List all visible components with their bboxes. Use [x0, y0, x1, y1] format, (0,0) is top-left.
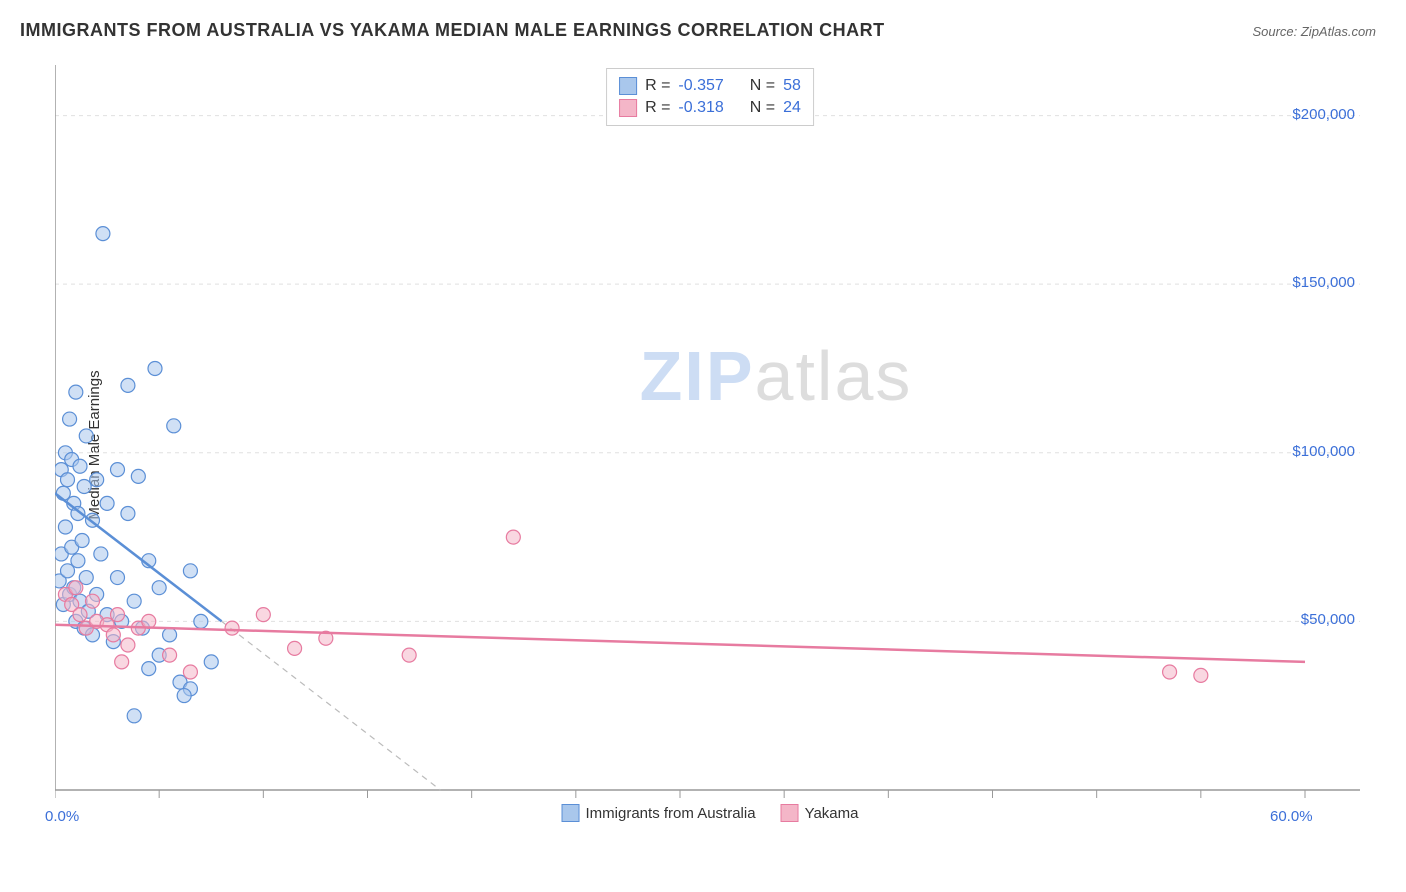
y-tick-label: $200,000 [1292, 106, 1355, 123]
legend-item-1: Yakama [781, 804, 859, 822]
legend-swatch-bottom-1 [781, 804, 799, 822]
r-label: R = [645, 99, 670, 117]
scatter-plot [55, 60, 1365, 830]
y-tick-label: $150,000 [1292, 274, 1355, 291]
legend-row-series-1: R = -0.318 N = 24 [619, 97, 801, 119]
legend-series: Immigrants from Australia Yakama [562, 804, 859, 822]
n-label: N = [750, 77, 775, 95]
legend-swatch-0 [619, 77, 637, 95]
n-label: N = [750, 99, 775, 117]
legend-label-1: Yakama [805, 805, 859, 822]
legend-correlation: R = -0.357 N = 58 R = -0.318 N = 24 [606, 68, 814, 126]
chart-area: Median Male Earnings ZIPatlas R = -0.357… [50, 60, 1370, 830]
r-value-1: -0.318 [678, 99, 723, 117]
x-tick-label: 60.0% [1270, 808, 1313, 825]
x-tick-label: 0.0% [45, 808, 79, 825]
legend-row-series-0: R = -0.357 N = 58 [619, 75, 801, 97]
source-attribution: Source: ZipAtlas.com [1252, 24, 1376, 39]
y-tick-label: $50,000 [1301, 611, 1355, 628]
n-value-1: 24 [783, 99, 801, 117]
y-tick-label: $100,000 [1292, 443, 1355, 460]
legend-label-0: Immigrants from Australia [586, 805, 756, 822]
chart-title: IMMIGRANTS FROM AUSTRALIA VS YAKAMA MEDI… [20, 20, 885, 41]
legend-item-0: Immigrants from Australia [562, 804, 756, 822]
n-value-0: 58 [783, 77, 801, 95]
legend-swatch-1 [619, 99, 637, 117]
r-label: R = [645, 77, 670, 95]
legend-swatch-bottom-0 [562, 804, 580, 822]
r-value-0: -0.357 [678, 77, 723, 95]
